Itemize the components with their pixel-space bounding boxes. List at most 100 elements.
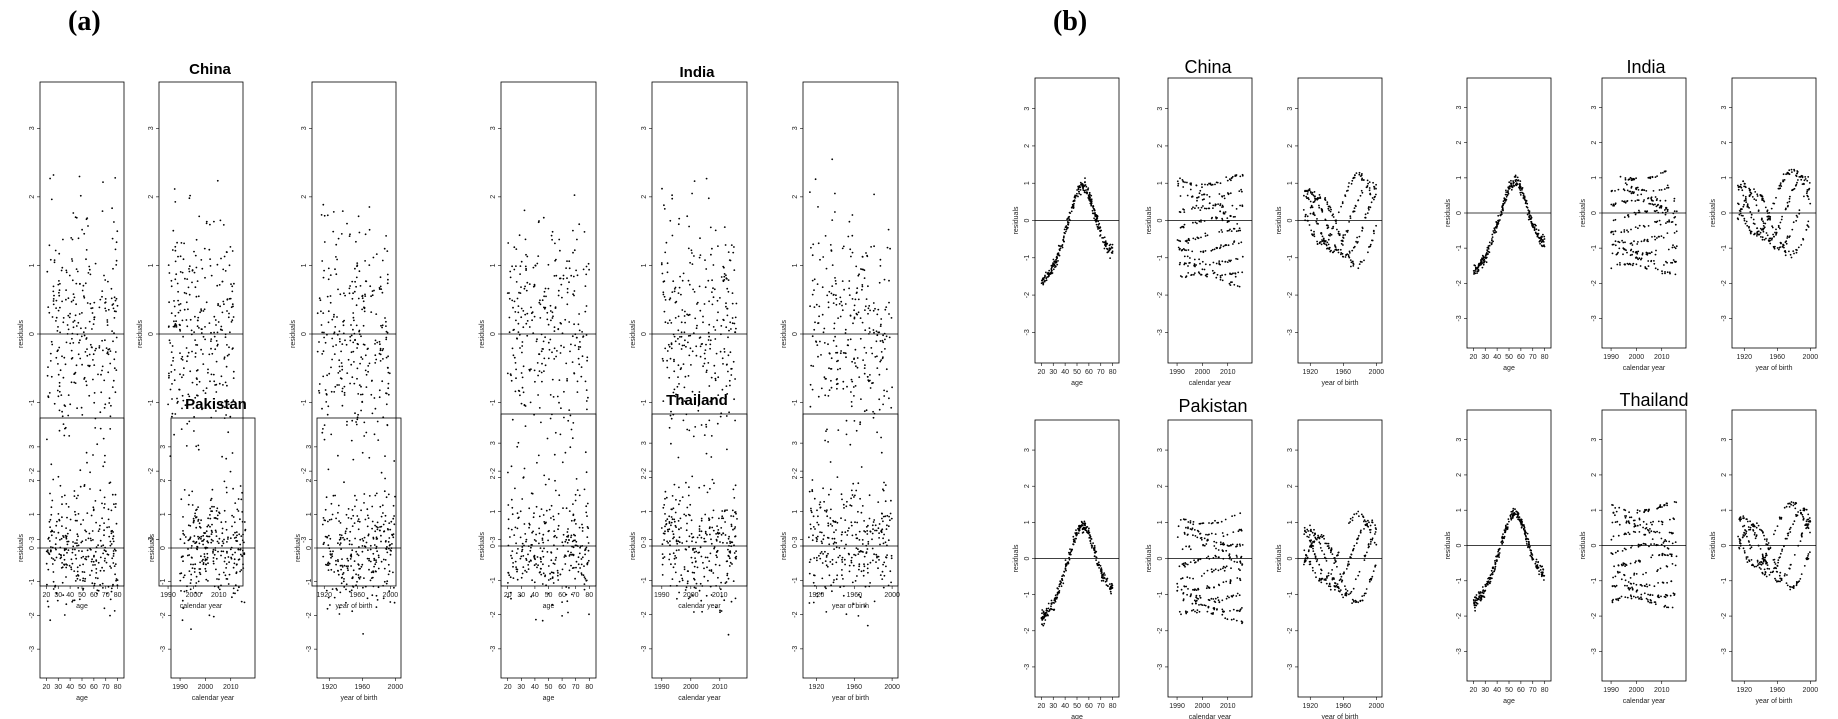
residual-point (187, 286, 190, 289)
residual-point (338, 520, 340, 522)
residual-point (63, 564, 66, 566)
residual-point (1334, 248, 1337, 251)
residual-point (1232, 216, 1235, 218)
residual-point (79, 485, 82, 488)
residual-point (671, 495, 674, 497)
residual-point (520, 260, 523, 263)
residual-point (709, 226, 712, 229)
residual-point (1085, 191, 1088, 194)
residual-point (535, 340, 538, 343)
residual-point (352, 514, 355, 517)
residual-point (833, 537, 836, 540)
residual-point (816, 559, 818, 562)
residual-point (1179, 275, 1182, 277)
residual-point (71, 562, 74, 565)
residual-point (346, 557, 349, 560)
residual-point (519, 265, 522, 267)
residual-point (667, 343, 670, 346)
residual-point (871, 352, 874, 355)
residual-point (558, 238, 561, 241)
residual-point (73, 296, 76, 299)
residual-point (715, 538, 718, 541)
residual-point (587, 527, 590, 530)
residual-point (63, 558, 66, 561)
residual-point (351, 509, 354, 511)
residual-point (95, 568, 98, 570)
residual-point (89, 547, 91, 550)
residual-point (857, 548, 859, 551)
residual-point (717, 576, 719, 579)
residual-point (673, 518, 676, 521)
residual-point (1212, 204, 1215, 207)
residual-point (205, 546, 208, 549)
chart-title: China (189, 61, 231, 78)
residual-point (885, 528, 888, 530)
residual-point (384, 477, 386, 480)
residual-point (367, 534, 370, 537)
residual-point (880, 351, 883, 353)
residual-point (49, 177, 51, 180)
residual-point (1239, 204, 1241, 207)
residual-point (722, 280, 725, 283)
residual-point (1185, 275, 1188, 278)
residual-point (171, 383, 173, 385)
residual-point (1059, 245, 1061, 248)
residual-point (1373, 186, 1376, 189)
residual-point (709, 339, 712, 342)
residual-point (83, 334, 86, 337)
residual-point (856, 287, 859, 290)
residual-point (360, 335, 362, 338)
residual-point (386, 250, 389, 253)
residual-point (526, 255, 529, 258)
residual-point (1313, 233, 1315, 236)
residual-point (93, 318, 96, 321)
residual-point (45, 550, 48, 553)
residual-point (1215, 246, 1218, 249)
residual-point (355, 285, 357, 288)
residual-point (1179, 240, 1182, 243)
residual-point (393, 523, 396, 526)
residual-point (880, 436, 882, 439)
residual-point (513, 356, 516, 359)
residual-point (194, 339, 197, 341)
residual-point (829, 523, 832, 525)
residual-point (531, 492, 534, 495)
residual-point (67, 314, 70, 317)
residual-point (323, 214, 326, 217)
residual-point (76, 544, 78, 547)
residual-point (175, 273, 178, 276)
residual-point (1088, 191, 1091, 194)
residual-point (862, 551, 864, 553)
x-tick-label: 70 (572, 592, 580, 599)
residual-point (352, 458, 355, 461)
residual-point (561, 461, 564, 464)
residual-point (335, 344, 337, 346)
residual-point (689, 503, 692, 506)
residual-point (584, 310, 587, 313)
residual-point (218, 284, 221, 286)
residual-point (559, 277, 562, 280)
residual-point (73, 381, 76, 384)
residual-point (114, 299, 117, 302)
residual-point (683, 400, 686, 402)
residual-point (210, 274, 213, 277)
residual-point (203, 555, 206, 558)
residual-point (572, 229, 574, 232)
residual-point (82, 563, 84, 566)
residual-point (212, 562, 215, 565)
residual-point (75, 557, 78, 560)
residual-point (94, 262, 97, 265)
residual-point (867, 543, 870, 545)
residual-points (167, 179, 235, 460)
residual-point (82, 284, 85, 287)
residual-point (231, 514, 234, 517)
residual-point (715, 554, 718, 557)
residual-point (822, 256, 825, 258)
residual-point (842, 578, 844, 580)
residual-point (192, 407, 195, 409)
residual-point (684, 321, 686, 324)
residual-point (517, 322, 520, 325)
x-tick-label: 40 (66, 684, 74, 691)
residual-point (698, 256, 701, 259)
residual-point (537, 564, 539, 567)
